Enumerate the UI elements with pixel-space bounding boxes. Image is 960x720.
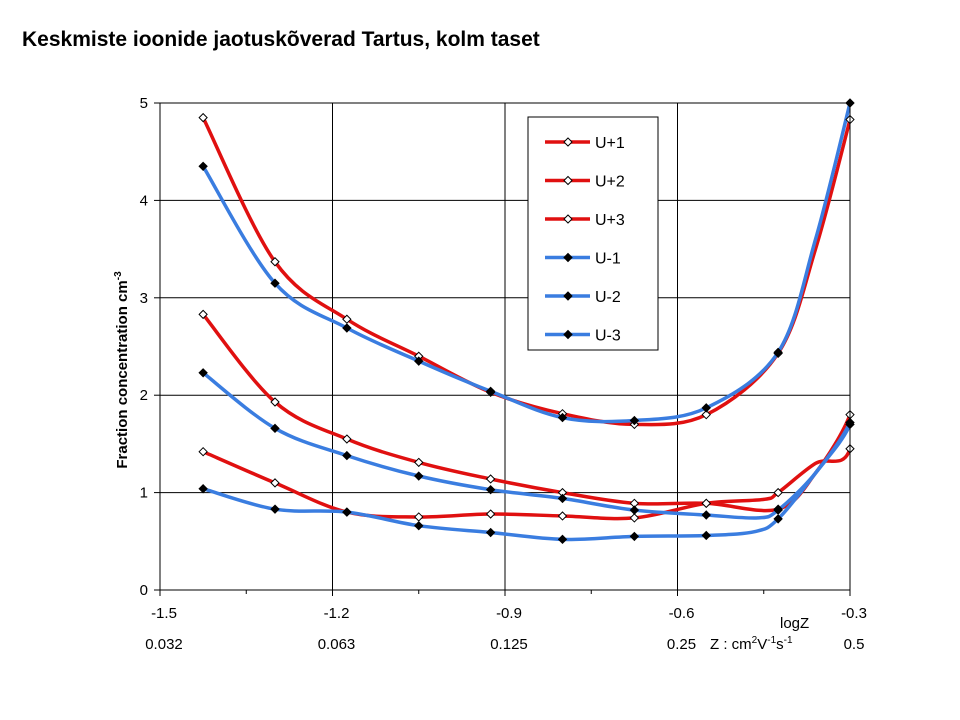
z-unit-sup-2: -1 bbox=[767, 635, 776, 646]
data-point-uminus1 bbox=[629, 531, 640, 542]
x-tick-label: -0.9 bbox=[496, 605, 522, 622]
data-point-uplus3 bbox=[270, 257, 280, 267]
data-point-uminus1 bbox=[414, 521, 424, 531]
y-tick-label: 0 bbox=[140, 582, 148, 599]
legend-marker-uminus2 bbox=[563, 291, 573, 301]
data-point-uplus2 bbox=[701, 498, 711, 509]
y-tick-label: 5 bbox=[140, 95, 148, 112]
data-point-uminus2 bbox=[485, 484, 496, 495]
data-point-uminus3 bbox=[629, 415, 640, 426]
data-point-uplus1 bbox=[629, 513, 640, 523]
data-point-uplus2 bbox=[485, 474, 496, 484]
data-point-uplus3 bbox=[198, 112, 208, 123]
y-tick-label: 1 bbox=[140, 485, 148, 502]
data-point-uminus3 bbox=[557, 412, 568, 423]
data-point-uminus2 bbox=[414, 471, 424, 481]
data-point-uminus3 bbox=[198, 161, 208, 172]
x-tick-labels: -1.5 -1.2 -0.9 -0.6 -0.3 bbox=[151, 605, 867, 622]
legend-box bbox=[527, 116, 659, 351]
data-point-uminus3 bbox=[773, 347, 783, 358]
data-point-uminus2 bbox=[629, 505, 640, 515]
data-point-uminus3 bbox=[342, 323, 352, 333]
legend-label-uminus3: U-3 bbox=[595, 328, 621, 345]
data-point-uminus2 bbox=[198, 368, 208, 378]
legend-marker-uplus1 bbox=[563, 137, 573, 147]
data-point-uplus1 bbox=[198, 446, 208, 457]
x-tick-label: -0.3 bbox=[841, 605, 867, 622]
series-line-uminus2 bbox=[201, 371, 850, 520]
data-point-uplus1 bbox=[414, 512, 424, 522]
data-point-uplus3 bbox=[342, 314, 352, 324]
data-point-uplus1 bbox=[270, 478, 280, 488]
data-point-uminus1 bbox=[270, 504, 280, 514]
data-point-uplus2 bbox=[198, 309, 208, 320]
legend-label-uminus2: U-2 bbox=[595, 289, 621, 306]
data-point-uplus2 bbox=[342, 434, 352, 444]
x-tick-label: -1.5 bbox=[151, 605, 177, 622]
legend-marker-uminus3 bbox=[563, 329, 573, 340]
data-point-uminus1 bbox=[342, 507, 352, 517]
data-point-uplus1 bbox=[773, 487, 783, 498]
data-point-uminus3 bbox=[701, 403, 711, 413]
data-point-uminus1 bbox=[485, 527, 496, 538]
legend: U+1 U+2 U+3 U-1 U-2 U-3 bbox=[527, 116, 659, 351]
data-point-uminus1 bbox=[198, 483, 208, 494]
chart-title: Keskmiste ioonide jaotuskõverad Tartus, … bbox=[22, 28, 540, 51]
data-point-uminus2 bbox=[342, 450, 352, 461]
x-tick-label: -1.2 bbox=[324, 605, 350, 622]
z-tick-label: 0.032 bbox=[145, 636, 183, 653]
legend-label-uminus1: U-1 bbox=[595, 251, 621, 268]
data-point-uplus1 bbox=[557, 511, 568, 521]
z-unit-text-2: V bbox=[757, 636, 767, 653]
z-tick-label: 0.25 bbox=[667, 636, 696, 653]
z-tick-label: 0.5 bbox=[844, 636, 865, 653]
x-tick-label: -0.6 bbox=[669, 605, 695, 622]
legend-marker-uminus1 bbox=[563, 252, 573, 263]
series-line-uminus3 bbox=[201, 103, 850, 424]
z-tick-labels: 0.032 0.063 0.125 0.25 0.5 bbox=[145, 636, 864, 653]
y-tick-labels: 0 1 2 3 4 5 bbox=[140, 95, 148, 599]
data-point-uminus2 bbox=[701, 510, 711, 520]
legend-label-uplus2: U+2 bbox=[595, 174, 625, 191]
data-point-uplus2 bbox=[270, 397, 280, 407]
z-tick-label: 0.125 bbox=[490, 636, 528, 653]
z-tick-label: 0.063 bbox=[318, 636, 356, 653]
legend-label-uplus3: U+3 bbox=[595, 212, 625, 229]
data-point-uplus3 bbox=[701, 409, 711, 420]
y-axis-title-main: Fraction concentration cm bbox=[114, 280, 131, 468]
data-point-uminus2 bbox=[557, 493, 568, 504]
y-tick-label: 4 bbox=[140, 192, 148, 209]
legend-marker-uplus2 bbox=[563, 175, 573, 186]
data-point-uplus1 bbox=[485, 509, 496, 519]
y-axis-title-sup: -3 bbox=[113, 271, 124, 280]
y-tick-label: 2 bbox=[140, 387, 148, 404]
legend-marker-uplus3 bbox=[563, 214, 573, 224]
x-axis-title-z: Z : cm2V-1s-1 bbox=[710, 635, 793, 653]
z-unit-sup-3: -1 bbox=[784, 635, 793, 646]
data-point-uminus1 bbox=[773, 514, 783, 524]
data-point-uminus1 bbox=[557, 534, 568, 545]
data-point-uminus2 bbox=[773, 505, 783, 515]
y-axis-title: Fraction concentration cm-3 bbox=[113, 271, 131, 469]
y-tick-label: 3 bbox=[140, 290, 148, 307]
data-point-uminus1 bbox=[701, 530, 711, 541]
data-point-uminus3 bbox=[270, 278, 280, 288]
data-point-uplus2 bbox=[414, 457, 424, 468]
x-axis-title-logz: logZ bbox=[780, 615, 809, 632]
legend-label-uplus1: U+1 bbox=[595, 135, 625, 152]
axis-ticks bbox=[154, 102, 851, 596]
z-unit-sup-1: 2 bbox=[752, 635, 758, 646]
series-markers bbox=[198, 98, 855, 545]
data-point-uminus2 bbox=[270, 423, 280, 434]
data-point-uminus3 bbox=[414, 356, 424, 366]
data-point-uminus3 bbox=[485, 386, 496, 397]
z-unit-text-1: Z : cm bbox=[710, 636, 752, 653]
z-unit-text-3: s bbox=[776, 636, 784, 653]
